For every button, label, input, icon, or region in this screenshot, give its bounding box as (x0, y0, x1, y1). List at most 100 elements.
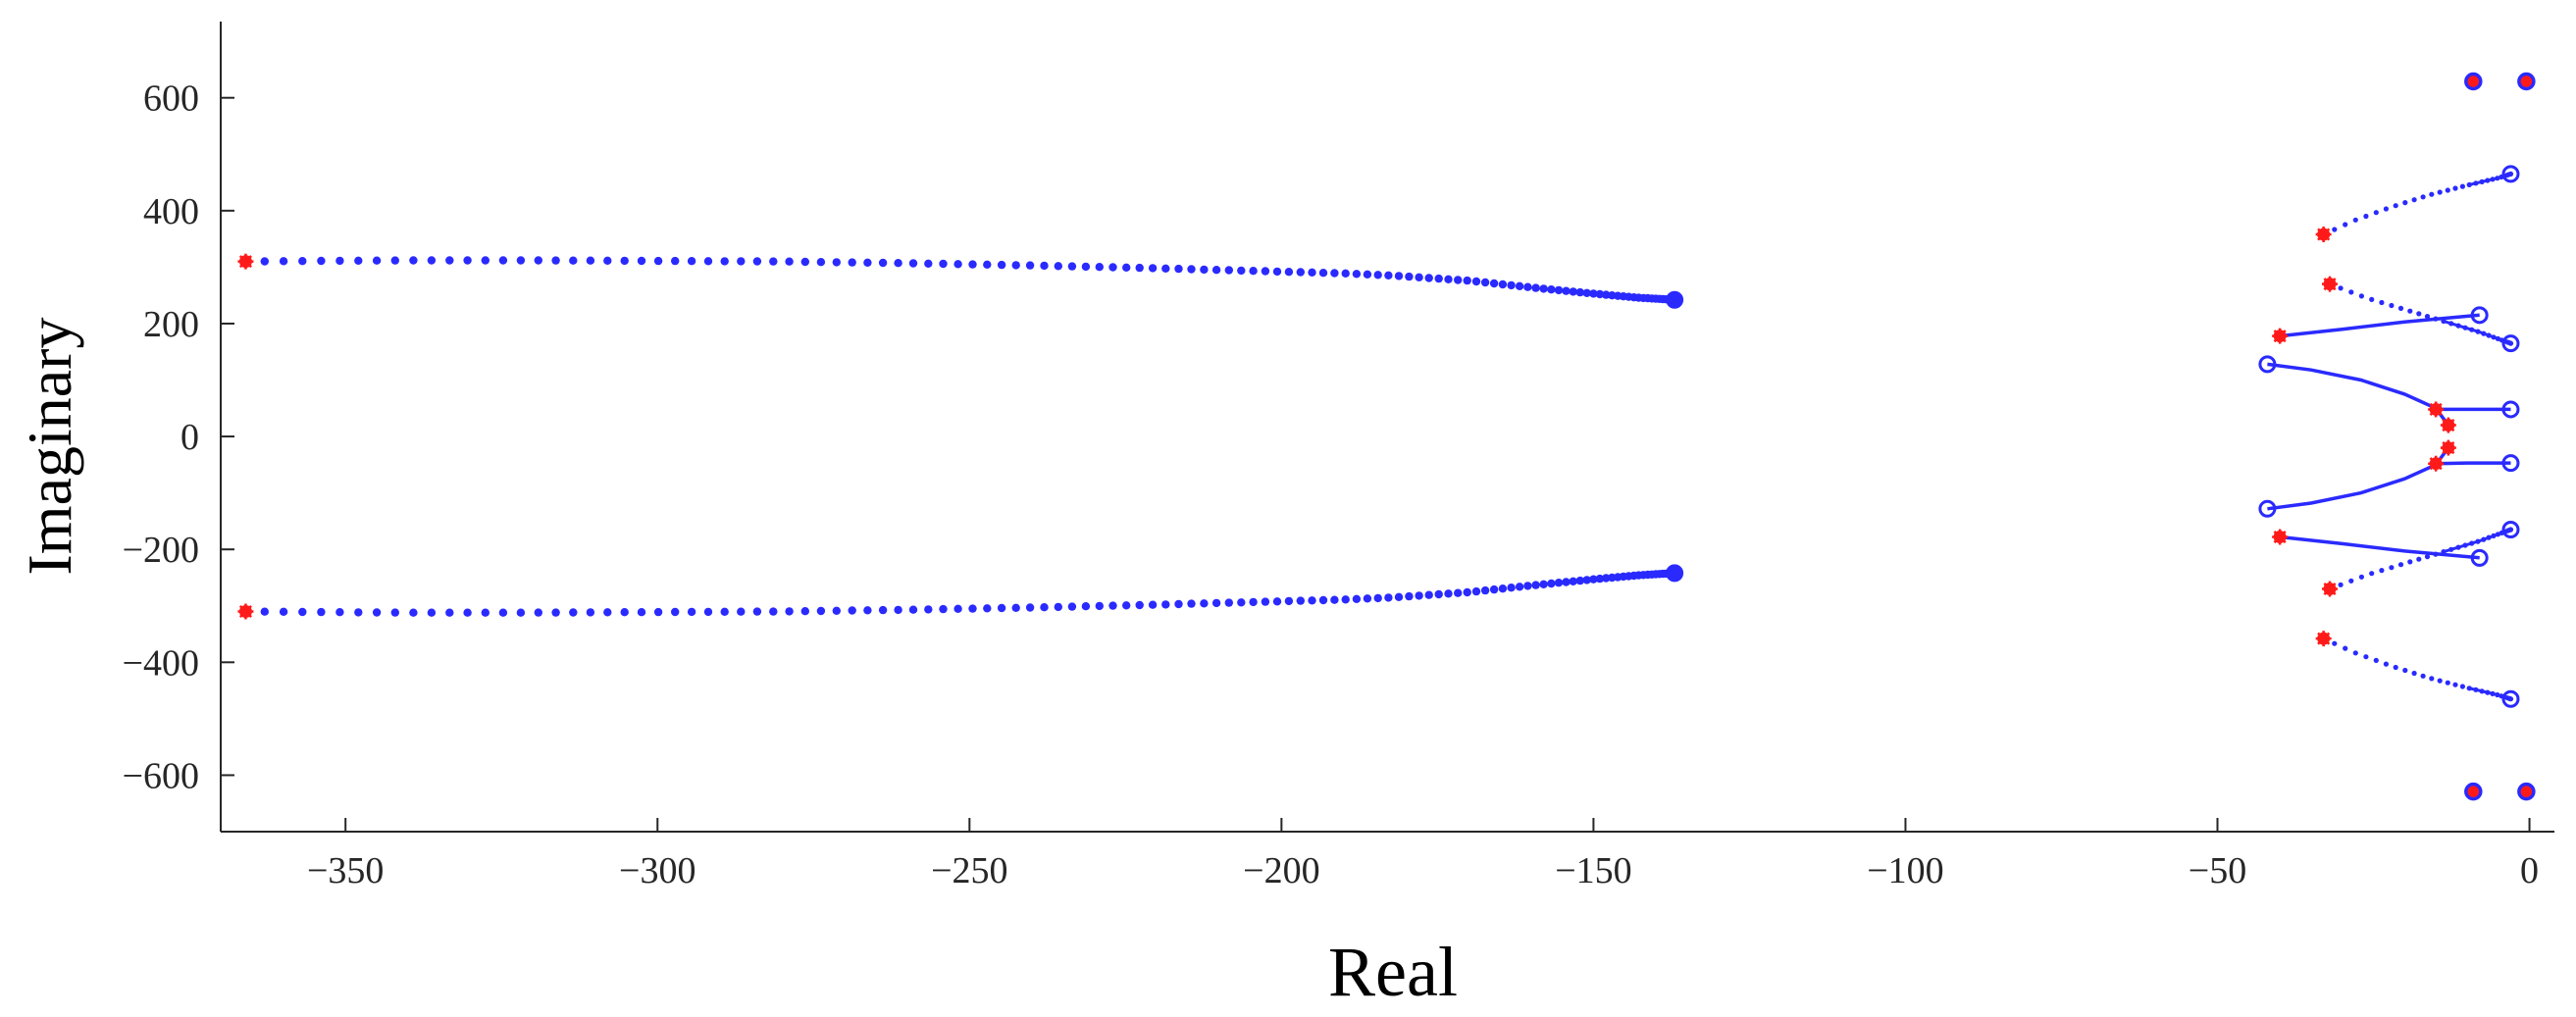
start-marker (2428, 401, 2445, 418)
locus-branch-1-point (1067, 262, 1077, 271)
locus-branch-1-point (703, 257, 713, 266)
locus-branch-2-point (1330, 595, 1339, 604)
locus-branch-1-point (481, 256, 489, 265)
y-tick-label: −600 (123, 755, 199, 796)
locus-branch-2-point (551, 608, 560, 617)
locus-branch-1-point (671, 256, 680, 266)
locus-branch-5-tail (2442, 319, 2512, 345)
locus-branch-2-point (1352, 594, 1362, 603)
x-axis-title: Real (1328, 933, 1458, 1011)
locus-branch-1-point (1554, 285, 1564, 295)
locus-branch-1-point (1122, 263, 1131, 272)
start-marker (2315, 631, 2332, 647)
x-tick-label: −200 (1243, 850, 1319, 891)
locus-branch-1-point (1308, 268, 1316, 277)
locus-branch-2-point (445, 608, 454, 617)
locus-branch-1-point (1108, 263, 1117, 272)
locus-branch-1-point (354, 256, 363, 265)
locus-branch-1-point (1148, 264, 1158, 273)
locus-branch-5-point (2348, 289, 2354, 295)
locus-branch-1-point (551, 256, 560, 265)
end-marker (2501, 521, 2520, 539)
locus-branch-1-point (832, 258, 841, 267)
locus-branch-2-point (769, 607, 778, 616)
locus-branch-2-point (968, 604, 977, 613)
locus-branch-1-point (894, 259, 902, 268)
locus-branch-1-point (687, 257, 696, 266)
locus-branch-1-point (1284, 268, 1294, 277)
locus-branch-1-point (279, 257, 288, 266)
locus-branch-1-point (1463, 276, 1471, 285)
start-marker (2428, 455, 2445, 472)
locus-branch-1-point (1224, 266, 1234, 275)
locus-branch-1-point (1471, 277, 1481, 286)
locus-branch-2-point (1394, 592, 1404, 601)
start-marker (2322, 581, 2339, 597)
locus-branch-5-point (2416, 311, 2422, 317)
locus-branch-1-point (1575, 287, 1585, 297)
locus-branch-4-point (2420, 673, 2426, 679)
locus-branch-1-point (1081, 262, 1091, 272)
locus-branch-2-point (1318, 595, 1328, 605)
locus-branch-2-point (298, 607, 307, 617)
locus-branch-6-point (2407, 559, 2413, 565)
locus-branch-2-point (863, 606, 872, 615)
locus-branch-2-point (1454, 588, 1463, 597)
locus-branch-2-point (894, 605, 902, 615)
locus-branch-1-point (1363, 270, 1372, 279)
locus-branch-6-point (2338, 582, 2344, 587)
locus-branch-2-point (1582, 576, 1591, 585)
locus-branch-2-point (637, 608, 646, 617)
locus-branch-1-point (1187, 265, 1196, 274)
locus-branch-3-point (2459, 183, 2465, 189)
locus-branch-1-point (1211, 266, 1221, 275)
locus-branch-2-point (372, 608, 382, 617)
locus-branch-2-point (1434, 589, 1443, 599)
locus-branch-1-point (427, 256, 437, 265)
y-axis-title: Imaginary (15, 318, 84, 576)
x-tick-label: 0 (2520, 850, 2539, 891)
locus-branch-2-point (1595, 574, 1605, 584)
locus-branch-2-point (463, 608, 472, 617)
locus-branch-2-point (260, 607, 269, 616)
locus-branch-1-point (1515, 281, 1524, 290)
locus-branch-1-point (908, 259, 918, 268)
locus-branch-1-point (260, 257, 269, 266)
end-marker (2258, 499, 2277, 518)
locus-branch-1-point (620, 256, 629, 266)
locus-branch-1-point (1384, 271, 1393, 280)
locus-branch-2-point (1539, 580, 1548, 588)
locus-branch-2-point (1554, 579, 1564, 587)
locus-branch-1-point (983, 260, 992, 269)
locus-branch-1-point (997, 260, 1006, 270)
locus-branch-2-point (354, 608, 363, 617)
locus-branch-6-point (2379, 568, 2385, 574)
locus-branch-1-point (737, 257, 746, 266)
locus-branch-4-point (2383, 661, 2389, 667)
locus-branch-1-point (1272, 267, 1282, 277)
locus-branch-1-point (1394, 272, 1404, 280)
y-tick-label: −200 (123, 530, 199, 571)
locus-branch-1-point (1434, 274, 1443, 283)
y-tick-label: 600 (143, 78, 199, 120)
locus-branch-2-point (481, 608, 489, 617)
locus-branch-2-point (1405, 591, 1414, 601)
locus-branch-2-point (703, 607, 713, 617)
locus-branch-2-point (498, 608, 508, 617)
locus-branch-4-point (2363, 654, 2369, 660)
locus-branch-1-point (534, 256, 542, 265)
locus-branch-2-point (1507, 584, 1516, 592)
locus-branch-5-point (2338, 285, 2344, 291)
start-marker (237, 603, 254, 620)
locus-branch-2-point (620, 608, 629, 617)
locus-branch-2-point (1341, 595, 1350, 604)
locus-branch-2-point (390, 608, 399, 617)
locus-branch-3-point (2445, 187, 2450, 193)
end-marker (2501, 454, 2520, 473)
locus-branch-2-point (1471, 586, 1481, 596)
locus-branch-2-point (832, 606, 841, 615)
locus-branch-5-point (2424, 314, 2431, 320)
locus-branch-1-point (878, 258, 888, 268)
locus-branch-2-point (1249, 597, 1258, 607)
locus-branch-4-point (2402, 667, 2408, 674)
